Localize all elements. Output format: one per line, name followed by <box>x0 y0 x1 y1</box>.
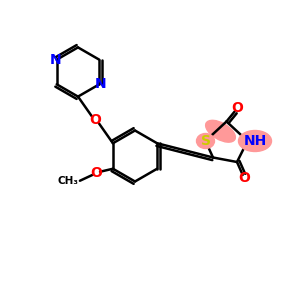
Text: S: S <box>200 134 211 148</box>
Text: O: O <box>238 172 250 185</box>
Text: N: N <box>95 77 106 91</box>
Ellipse shape <box>206 120 236 142</box>
Ellipse shape <box>196 134 214 148</box>
Text: NH: NH <box>243 134 267 148</box>
Text: N: N <box>50 53 61 67</box>
Text: CH₃: CH₃ <box>57 176 78 186</box>
Text: O: O <box>91 166 102 180</box>
Text: O: O <box>231 101 243 115</box>
Text: O: O <box>89 113 101 127</box>
Ellipse shape <box>238 130 272 152</box>
